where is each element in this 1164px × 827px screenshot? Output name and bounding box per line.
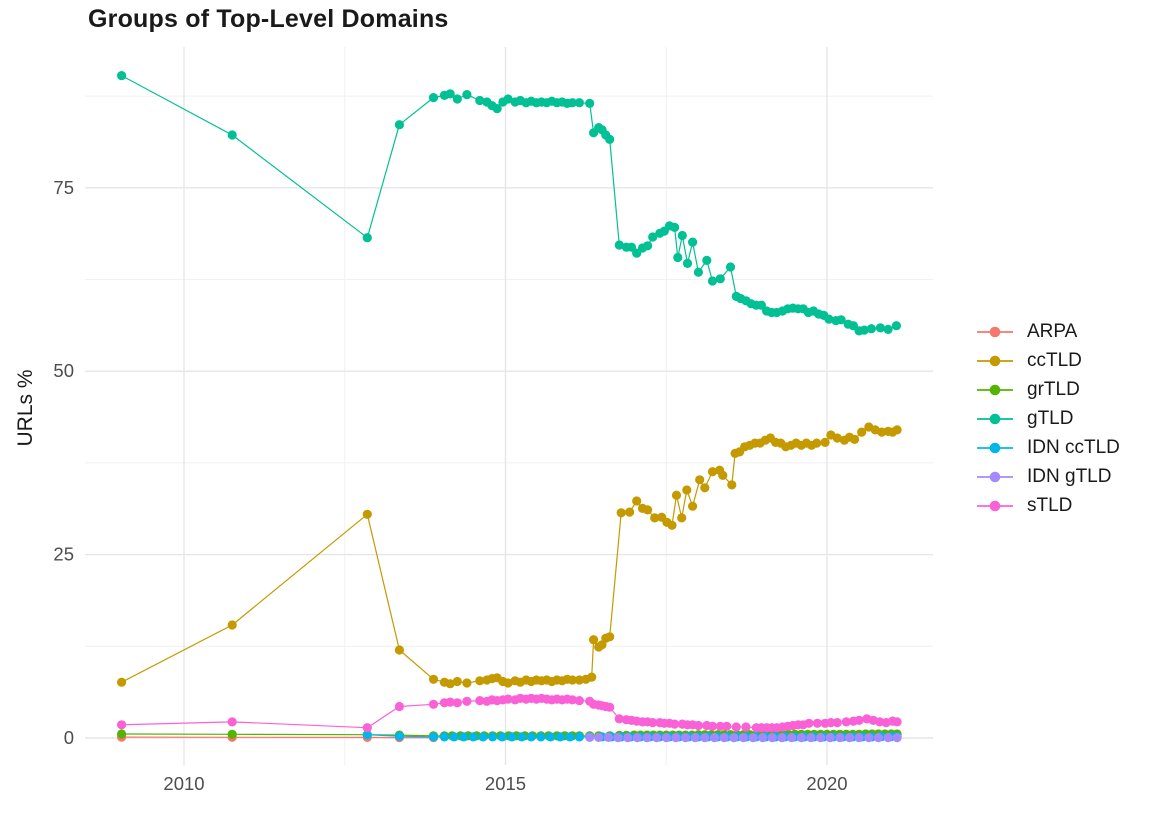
gridlines-minor: [85, 47, 933, 765]
series-points-stld: [117, 693, 902, 733]
gridlines-major: [85, 47, 933, 765]
series-points-gtld: [117, 71, 902, 336]
legend-item-stld: sTLD: [976, 495, 1120, 517]
legend-item-gtld: gTLD: [976, 408, 1120, 430]
axis-tick-labels: 0 25 50 75 2010 2015 2020: [53, 177, 847, 794]
legend-key-icon: [977, 355, 1013, 367]
y-tick-label: 0: [64, 727, 74, 748]
legend-label: grTLD: [1027, 379, 1080, 400]
legend-item-cctld: ccTLD: [976, 350, 1120, 372]
legend-item-idn-cctld: IDN ccTLD: [976, 437, 1120, 459]
legend-item-grtld: grTLD: [976, 379, 1120, 401]
series-line-cctld: [121, 426, 898, 685]
legend-item-arpa: ARPA: [976, 321, 1120, 343]
y-tick-label: 75: [53, 177, 74, 198]
legend-label: ARPA: [1027, 321, 1078, 342]
x-tick-label: 2020: [806, 773, 847, 794]
series-points: [117, 71, 902, 743]
x-tick-label: 2010: [163, 773, 204, 794]
series-line-gtld: [121, 75, 897, 332]
legend-key-icon: [977, 413, 1013, 425]
series-points-cctld: [117, 422, 902, 689]
legend-label: gTLD: [1027, 408, 1074, 429]
legend-key-icon: [977, 326, 1013, 338]
legend-key-icon: [977, 500, 1013, 512]
y-tick-label: 50: [53, 360, 74, 381]
series-points-idn-gtld: [585, 732, 902, 743]
y-tick-label: 25: [53, 544, 74, 565]
chart-title: Groups of Top-Level Domains: [88, 5, 449, 33]
legend-label: ccTLD: [1027, 350, 1082, 371]
x-tick-label: 2015: [485, 773, 526, 794]
legend-item-idn-gtld: IDN gTLD: [976, 466, 1120, 488]
legend-label: IDN gTLD: [1027, 466, 1112, 487]
legend-label: IDN ccTLD: [1027, 437, 1120, 458]
legend: ARPA ccTLD grTLD gTLD IDN ccTLD IDN gTLD: [976, 321, 1120, 524]
series-line-arpa: [121, 736, 434, 739]
legend-key-icon: [977, 471, 1013, 483]
legend-key-icon: [977, 442, 1013, 454]
series-lines: [121, 75, 898, 739]
legend-label: sTLD: [1027, 495, 1073, 516]
legend-key-icon: [977, 384, 1013, 396]
